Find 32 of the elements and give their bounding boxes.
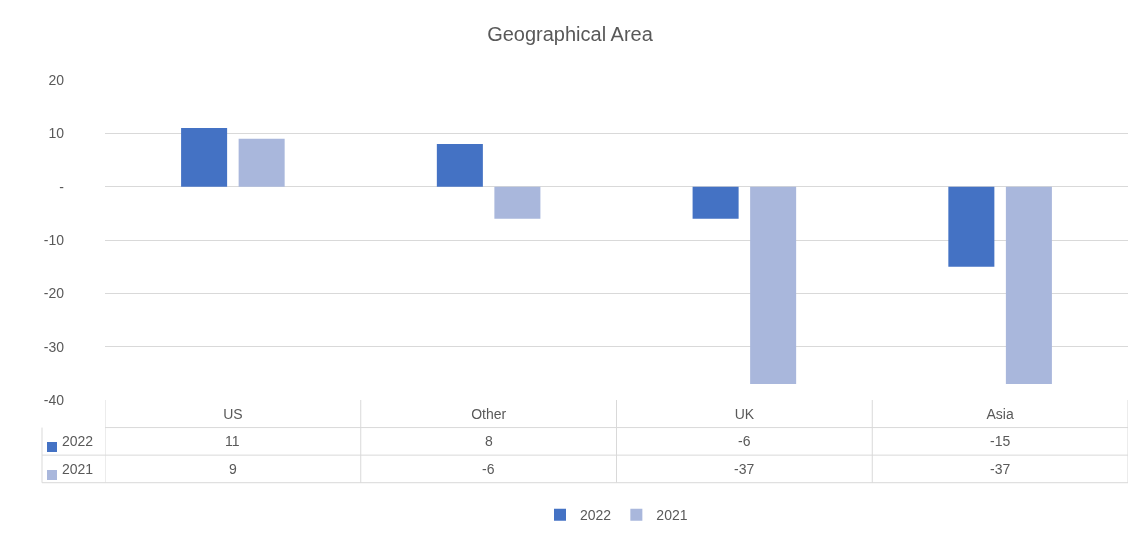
y-tick-label: -10 — [43, 231, 65, 248]
x-tick-label: Asia — [986, 406, 1014, 422]
data-label: 11 — [225, 433, 240, 449]
x-tick-label: US — [223, 406, 243, 422]
bar — [948, 186, 995, 267]
y-tick-label: - — [59, 178, 65, 195]
chart-title: Geographical Area — [487, 23, 654, 46]
x-tick-label: UK — [734, 406, 755, 422]
y-tick-label: 10 — [48, 125, 65, 142]
bar — [494, 186, 541, 219]
bar — [1005, 186, 1052, 384]
data-label: -15 — [990, 433, 1011, 449]
data-label: -37 — [734, 461, 755, 477]
legend-label: 2021 — [656, 507, 688, 524]
bar — [436, 144, 483, 187]
y-tick-label: 20 — [48, 71, 65, 88]
data-label: 8 — [485, 433, 493, 449]
data-label: -37 — [990, 461, 1011, 477]
bar — [181, 128, 228, 187]
x-tick-label: Other — [471, 406, 507, 422]
y-tick-label: -30 — [43, 338, 65, 355]
y-tick-label: -20 — [43, 285, 65, 302]
bar — [238, 138, 285, 187]
data-label: 9 — [229, 461, 237, 477]
y-tick-label: -40 — [43, 391, 65, 408]
legend-label: 2022 — [62, 433, 94, 449]
bar — [750, 186, 797, 384]
bar — [692, 186, 739, 219]
data-label: -6 — [738, 433, 751, 449]
data-label: -6 — [482, 461, 495, 477]
text: 2022 — [580, 507, 612, 524]
text: 2021 — [62, 461, 94, 477]
